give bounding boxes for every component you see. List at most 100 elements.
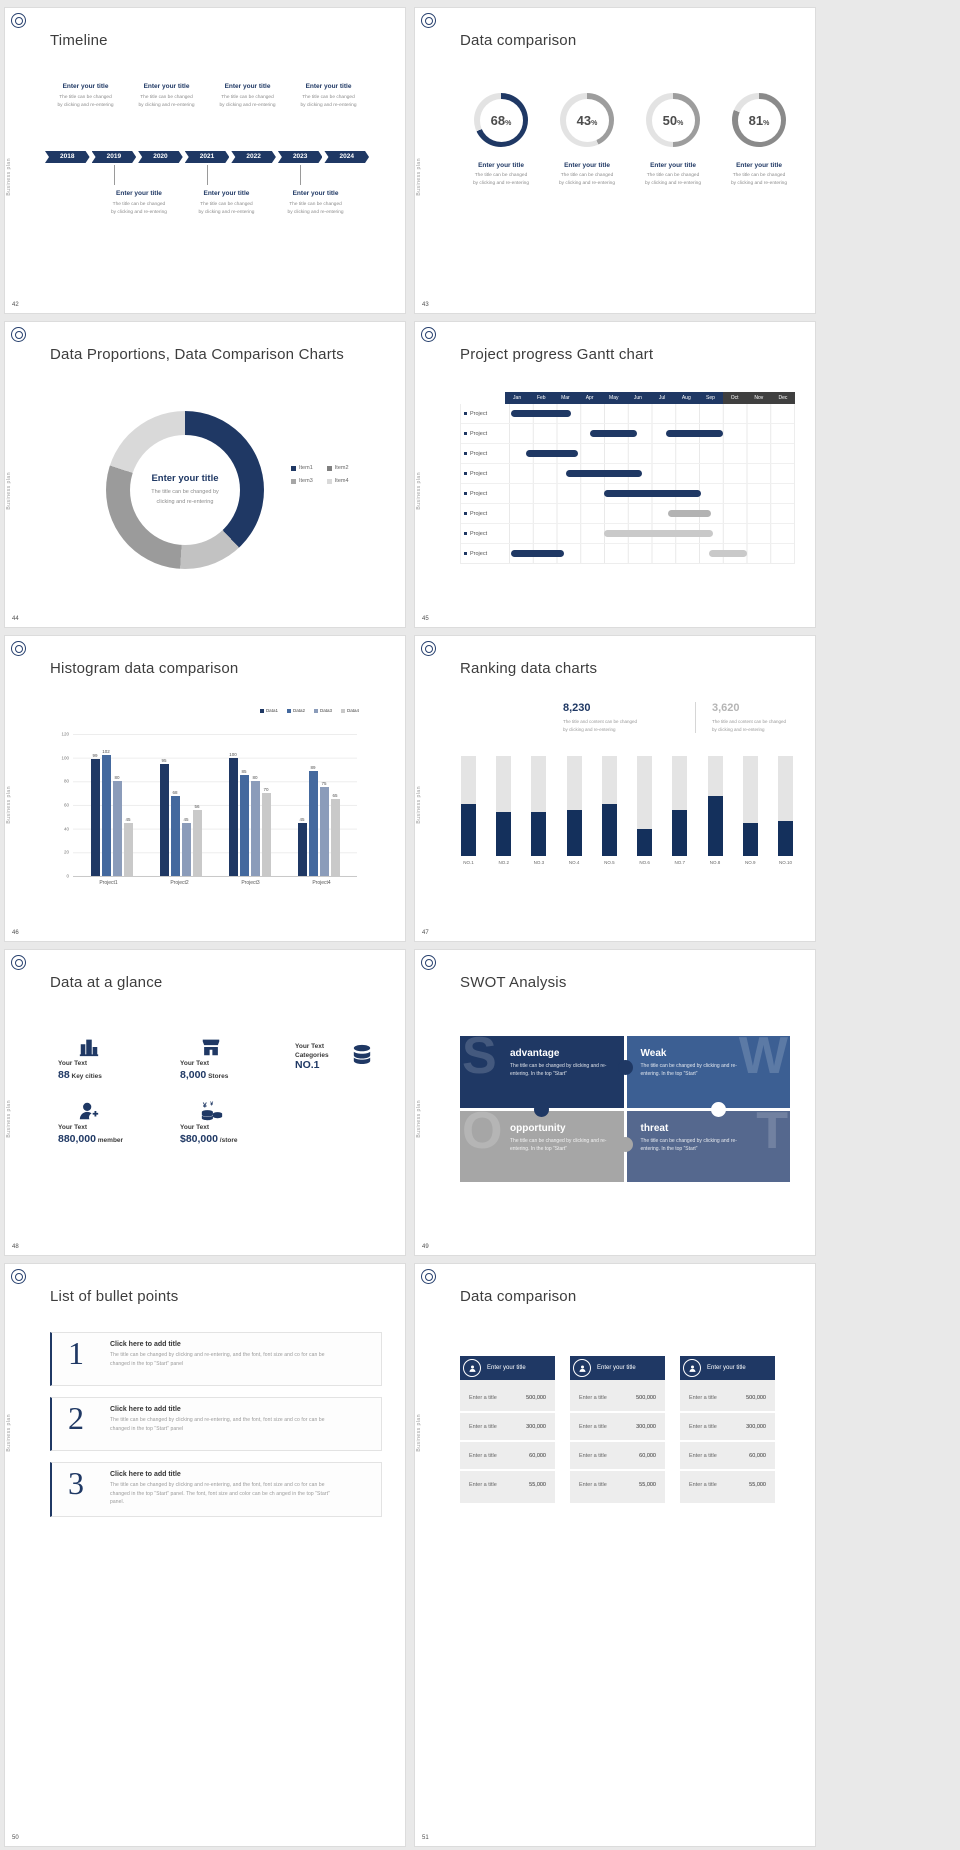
desc-line: clicking and re-entering: [156, 498, 214, 505]
row-label: Enter a title: [469, 1481, 497, 1488]
ranking-column: NO.1: [461, 756, 476, 865]
coins-icon: ¥ ¥: [200, 1096, 295, 1122]
side-label: Business plan: [6, 1414, 12, 1452]
ranking-bar: [566, 810, 582, 856]
bar-value-label: 56: [194, 803, 200, 809]
desc-line: by clicking and re-entering: [473, 181, 529, 187]
bar-wrapper: 99: [90, 734, 100, 876]
logo-inner: [424, 16, 433, 25]
timeline-item-title: Enter your title: [224, 83, 271, 90]
legend-item: Item3: [291, 478, 313, 484]
page-title: Data Proportions, Data Comparison Charts: [50, 346, 344, 363]
gantt-row-label: Project: [461, 404, 509, 423]
bar-value-label: 100: [229, 751, 237, 757]
bar-value-label: 95: [161, 757, 167, 763]
percent-sign: %: [763, 119, 770, 127]
ring-percent: 50: [662, 112, 678, 128]
timeline-item: Enter your title The title can be changed…: [126, 83, 207, 141]
desc-line: by clicking and re-entering: [712, 726, 765, 732]
timeline-item-desc-line: The title can be changed: [112, 202, 166, 207]
x-axis-label: Project4: [312, 880, 331, 886]
slide-42[interactable]: Business plan Timeline Enter your title T…: [5, 8, 405, 313]
bar: [330, 799, 340, 876]
ranking-track: [566, 756, 582, 856]
bar-value-label: 70: [263, 787, 269, 793]
stat-number: 8,000: [180, 1069, 207, 1081]
gantt-month: Dec: [770, 392, 796, 404]
bullet-desc: The title can be changed by clicking and…: [110, 1417, 325, 1432]
slide-48[interactable]: Business plan Data at a glance Your Text…: [5, 950, 405, 1255]
row-label: Enter a title: [579, 1423, 607, 1430]
bullet-icon: [464, 432, 467, 435]
row-label: Enter a title: [579, 1481, 607, 1488]
gantt-track: [509, 444, 794, 463]
slide-50[interactable]: Business plan List of bullet points 1 Cli…: [5, 1264, 405, 1846]
bar-wrapper: 45: [297, 734, 307, 876]
bullet-icon: [464, 552, 467, 555]
slide-49[interactable]: Business plan SWOT Analysis S advantage …: [415, 950, 815, 1255]
ranking-label: NO.8: [709, 860, 721, 865]
person-icon: [463, 1359, 481, 1377]
comparison-column: Enter your title Enter a title 500,000 Ente…: [680, 1356, 775, 1503]
comparison-row: Enter a title 500,000: [570, 1384, 665, 1413]
gantt-row: Project: [461, 544, 794, 563]
legend-label: Data4: [346, 708, 359, 713]
pie-legend-swatch: [291, 478, 296, 484]
bar: [90, 758, 100, 876]
bullet-icon: [464, 492, 467, 495]
donut-center-label: Enter your title The title can be change…: [106, 411, 264, 569]
gantt-row: Project: [461, 404, 794, 424]
ranking-label: NO.3: [533, 860, 545, 865]
timeline-connector: [299, 165, 301, 185]
y-axis-tick: 100: [61, 755, 69, 761]
person-icon: [573, 1359, 591, 1377]
gantt-bar: [665, 430, 723, 437]
histogram-categories: Project1 Project2 Project3 Project4: [73, 880, 357, 886]
bar: [319, 787, 329, 876]
page-number: 43: [422, 302, 429, 308]
slide-51[interactable]: Business plan Data comparison Enter your…: [415, 1264, 815, 1846]
gantt-track: [509, 524, 794, 543]
bullet-list: 1 Click here to add title The title can be…: [50, 1332, 382, 1528]
timeline-item: Enter your title The title can be changed…: [183, 190, 269, 217]
boxes-icon: [351, 1044, 373, 1069]
gantt-row-label-text: Project: [470, 430, 488, 437]
ranking-bar: [637, 829, 653, 856]
desc-line: by clicking and re-entering: [563, 726, 616, 732]
logo-inner: [14, 644, 23, 653]
page-title: Data comparison: [460, 1288, 577, 1305]
timeline-item: Enter your title The title can be changed…: [45, 83, 126, 141]
svg-text:¥: ¥: [203, 1100, 208, 1109]
gantt-row-label-text: Project: [470, 550, 488, 557]
slide-45[interactable]: Business plan Project progress Gantt cha…: [415, 322, 815, 627]
legend-label: Item2: [334, 465, 349, 471]
slide-44[interactable]: Business plan Data Proportions, Data Com…: [5, 322, 405, 627]
donut-desc: The title can be changed by clicking and…: [151, 488, 219, 508]
ranking-bar: [742, 823, 758, 856]
timeline-year: 2023: [278, 151, 323, 163]
page-number: 49: [422, 1244, 429, 1250]
legend-label: Data3: [319, 708, 332, 713]
side-label: Business plan: [6, 1100, 12, 1138]
timeline-item-desc-line: The title can be changed: [289, 202, 342, 207]
ring-value: 68%: [491, 113, 512, 128]
ring-desc: The title can be changed by clicking and…: [473, 172, 529, 188]
ranking-bar: [777, 821, 793, 856]
slide-46[interactable]: Business plan Histogram data comparison …: [5, 636, 405, 941]
bar: [239, 775, 249, 876]
gantt-month: Jul: [650, 392, 675, 404]
stat-value: 8,230: [563, 702, 591, 714]
bar-group: 45 89 75 65: [297, 734, 340, 876]
bullet-number: 1: [68, 1335, 84, 1371]
slide-47[interactable]: Business plan Ranking data charts 8,230 …: [415, 636, 815, 941]
slide-43[interactable]: Business plan Data comparison 68% Enter …: [415, 8, 815, 313]
percent-sign: %: [677, 119, 684, 127]
gantt-bar: [511, 550, 564, 557]
gantt-track: [509, 504, 794, 523]
swot-quad-advantage: S advantage The title can be changed by …: [460, 1036, 624, 1108]
logo-icon: [421, 327, 436, 342]
row-label: Enter a title: [689, 1394, 717, 1401]
ring-title: Enter your title: [478, 162, 524, 169]
legend-item: Data4: [340, 708, 359, 713]
logo-icon: [11, 955, 26, 970]
